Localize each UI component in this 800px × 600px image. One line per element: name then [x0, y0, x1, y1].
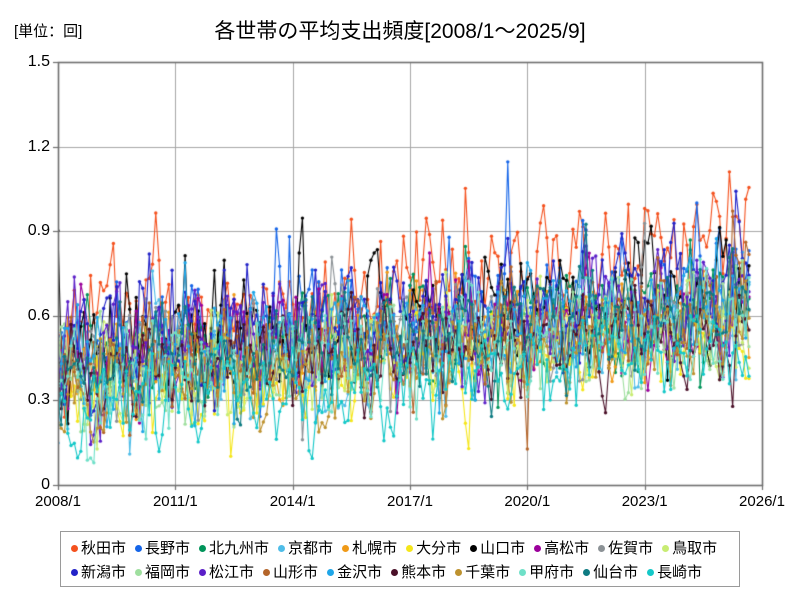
legend-item-山形市[interactable]: 山形市	[263, 565, 318, 580]
legend-marker-icon	[662, 544, 670, 552]
legend-item-label: 高松市	[544, 539, 590, 557]
legend-item-大分市[interactable]: 大分市	[406, 541, 461, 556]
legend-item-label: 山口市	[480, 539, 526, 557]
legend-marker-icon	[342, 544, 350, 552]
legend-item-山口市[interactable]: 山口市	[470, 541, 525, 556]
legend-item-長崎市[interactable]: 長崎市	[647, 565, 702, 580]
legend-marker-icon	[406, 544, 414, 552]
legend-item-長野市[interactable]: 長野市	[135, 541, 190, 556]
legend-marker-icon	[278, 544, 286, 552]
legend-item-札幌市[interactable]: 札幌市	[342, 541, 397, 556]
y-tick-label: 1.5	[27, 53, 50, 70]
legend-marker-icon	[263, 568, 271, 576]
legend-item-label: 長野市	[145, 539, 191, 557]
y-axis-labels: 0 0.3 0.6 0.9 1.2 1.5	[0, 0, 50, 600]
legend-marker-icon	[71, 544, 78, 552]
legend-item-label: 佐賀市	[608, 539, 654, 557]
legend-marker-icon	[534, 544, 542, 552]
legend-item-label: 福岡市	[145, 563, 191, 581]
legend-item-仙台市[interactable]: 仙台市	[583, 565, 638, 580]
legend-item-label: 鳥取市	[672, 539, 718, 557]
legend-marker-icon	[135, 568, 143, 576]
legend-item-福岡市[interactable]: 福岡市	[135, 565, 190, 580]
y-tick-label: 0.6	[27, 306, 50, 324]
legend-item-北九州市[interactable]: 北九州市	[199, 541, 269, 556]
legend-marker-icon	[598, 544, 606, 552]
legend-marker-icon	[135, 544, 143, 552]
legend-row: 秋田市 長野市 北九州市 京都市 札幌市 大分市 山口市 高松市 佐賀市 鳥取市	[67, 536, 733, 560]
legend-item-鳥取市[interactable]: 鳥取市	[662, 541, 717, 556]
x-tick-label: 2026/1	[739, 493, 785, 510]
legend-row: 新潟市 福岡市 松江市 山形市 金沢市 熊本市 千葉市 甲府市 仙台市 長崎市	[67, 560, 733, 584]
y-tick-label: 1.2	[27, 137, 50, 155]
legend-item-高松市[interactable]: 高松市	[534, 541, 589, 556]
legend-item-label: 山形市	[273, 563, 319, 581]
legend-item-label: 秋田市	[81, 539, 127, 557]
legend-marker-icon	[583, 568, 591, 576]
legend-marker-icon	[327, 568, 335, 576]
legend-item-秋田市[interactable]: 秋田市	[71, 541, 126, 556]
legend-item-label: 札幌市	[352, 539, 398, 557]
y-tick-label: 0.3	[27, 391, 50, 409]
legend-item-甲府市[interactable]: 甲府市	[519, 565, 574, 580]
legend-item-label: 京都市	[288, 539, 334, 557]
legend-item-label: 甲府市	[529, 563, 575, 581]
legend-item-label: 千葉市	[465, 563, 511, 581]
legend-marker-icon	[199, 544, 207, 552]
legend-marker-icon	[519, 568, 527, 576]
x-tick-label: 2011/1	[152, 493, 198, 510]
legend-item-label: 大分市	[416, 539, 462, 557]
legend-item-label: 金沢市	[337, 563, 383, 581]
chart-legend: 秋田市 長野市 北九州市 京都市 札幌市 大分市 山口市 高松市 佐賀市 鳥取市 新潟市 福岡市 松江…	[60, 531, 740, 587]
legend-item-label: 長崎市	[657, 563, 703, 581]
legend-item-佐賀市[interactable]: 佐賀市	[598, 541, 653, 556]
legend-marker-icon	[71, 568, 78, 576]
legend-item-label: 北九州市	[209, 539, 270, 557]
legend-item-熊本市[interactable]: 熊本市	[391, 565, 446, 580]
legend-item-label: 新潟市	[81, 563, 127, 581]
legend-item-京都市[interactable]: 京都市	[278, 541, 333, 556]
legend-item-新潟市[interactable]: 新潟市	[71, 565, 126, 580]
x-tick-label: 2014/1	[269, 493, 316, 510]
x-tick-label: 2023/1	[621, 493, 668, 510]
x-tick-label: 2008/1	[35, 493, 81, 510]
legend-marker-icon	[455, 568, 463, 576]
y-tick-label: 0	[41, 476, 50, 493]
legend-item-千葉市[interactable]: 千葉市	[455, 565, 510, 580]
legend-marker-icon	[391, 568, 399, 576]
legend-item-松江市[interactable]: 松江市	[199, 565, 254, 580]
legend-marker-icon	[199, 568, 207, 576]
legend-marker-icon	[470, 544, 478, 552]
legend-item-金沢市[interactable]: 金沢市	[327, 565, 382, 580]
x-tick-label: 2017/1	[387, 493, 433, 510]
legend-marker-icon	[647, 568, 655, 576]
x-tick-label: 2020/1	[504, 493, 551, 510]
legend-item-label: 松江市	[209, 563, 255, 581]
legend-item-label: 仙台市	[593, 563, 639, 581]
legend-item-label: 熊本市	[401, 563, 447, 581]
y-tick-label: 0.9	[27, 222, 50, 240]
